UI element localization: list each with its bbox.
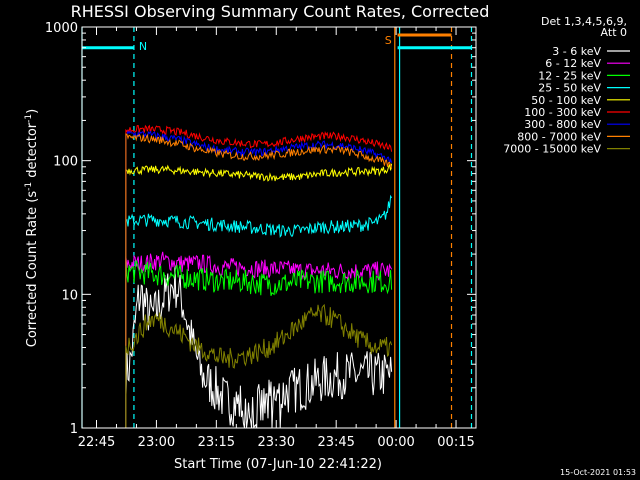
legend-entry-label: 300 - 800 keV <box>524 118 601 131</box>
series-line-2 <box>125 259 393 428</box>
legend-header-line: Att 0 <box>601 26 627 39</box>
x-axis-label: Start Time (07-Jun-10 22:41:22) <box>174 457 382 472</box>
saa-label: S <box>385 34 392 47</box>
series-line-4 <box>125 163 393 428</box>
x-tick-label: 23:00 <box>138 435 175 450</box>
x-tick-label: 00:15 <box>437 435 474 450</box>
x-tick-label: 22:45 <box>78 435 115 450</box>
x-tick-label: 23:15 <box>198 435 235 450</box>
legend-entry-label: 7000 - 15000 keV <box>503 143 601 156</box>
series-line-0 <box>125 265 393 429</box>
y-tick-label: 1000 <box>45 21 78 36</box>
x-tick-label: 23:30 <box>258 435 295 450</box>
y-tick-label: 100 <box>53 155 78 170</box>
series-line-8 <box>125 303 393 428</box>
x-tick-label: 23:45 <box>317 435 354 450</box>
y-tick-label: 1 <box>70 422 78 437</box>
legend-entry-label: 800 - 7000 keV <box>517 130 601 143</box>
chart-title: RHESSI Observing Summary Count Rates, Co… <box>71 2 490 21</box>
legend-entry-label: 50 - 100 keV <box>531 94 601 107</box>
legend-entry-label: 3 - 6 keV <box>552 45 601 58</box>
legend-entry-label: 6 - 12 keV <box>545 57 601 70</box>
night-label: N <box>139 40 147 53</box>
legend-header-line: Det 1,3,4,5,6,9, <box>541 15 627 28</box>
y-axis-label: Corrected Count Rate (s-1 detector-1) <box>24 109 40 347</box>
legend-entry-label: 12 - 25 keV <box>538 69 601 82</box>
plot-frame <box>81 26 477 429</box>
legend-entry-label: 100 - 300 keV <box>524 106 601 119</box>
x-tick-label: 00:00 <box>377 435 414 450</box>
legend-entry-label: 25 - 50 keV <box>538 82 601 95</box>
series-line-1 <box>125 251 393 428</box>
footer-timestamp: 15-Oct-2021 01:53 <box>560 468 636 477</box>
series-line-3 <box>125 194 393 428</box>
series-line-7 <box>125 133 393 428</box>
y-tick-label: 10 <box>61 288 78 303</box>
series-line-5 <box>125 124 393 428</box>
series-line-6 <box>125 130 393 428</box>
